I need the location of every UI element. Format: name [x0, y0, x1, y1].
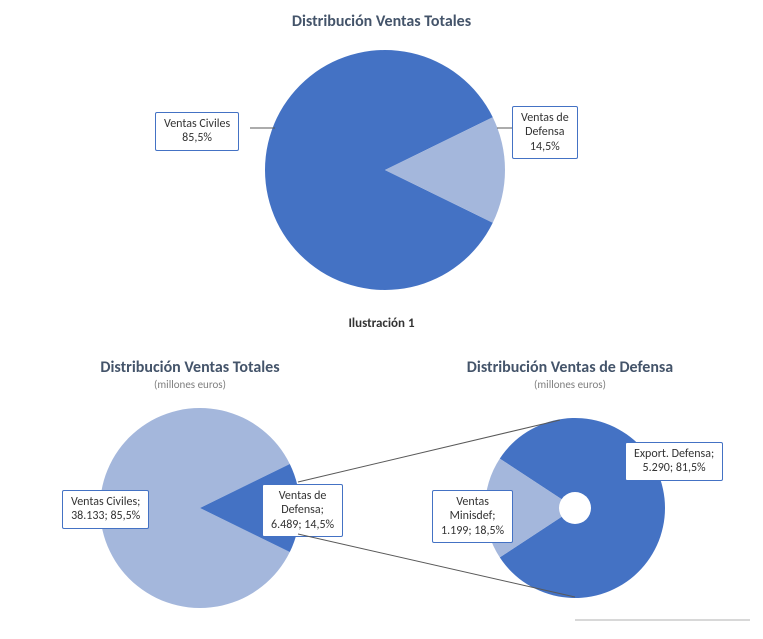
- page: { "layout": { "width": 763, "height": 63…: [0, 0, 763, 639]
- connector-lines: [0, 0, 763, 639]
